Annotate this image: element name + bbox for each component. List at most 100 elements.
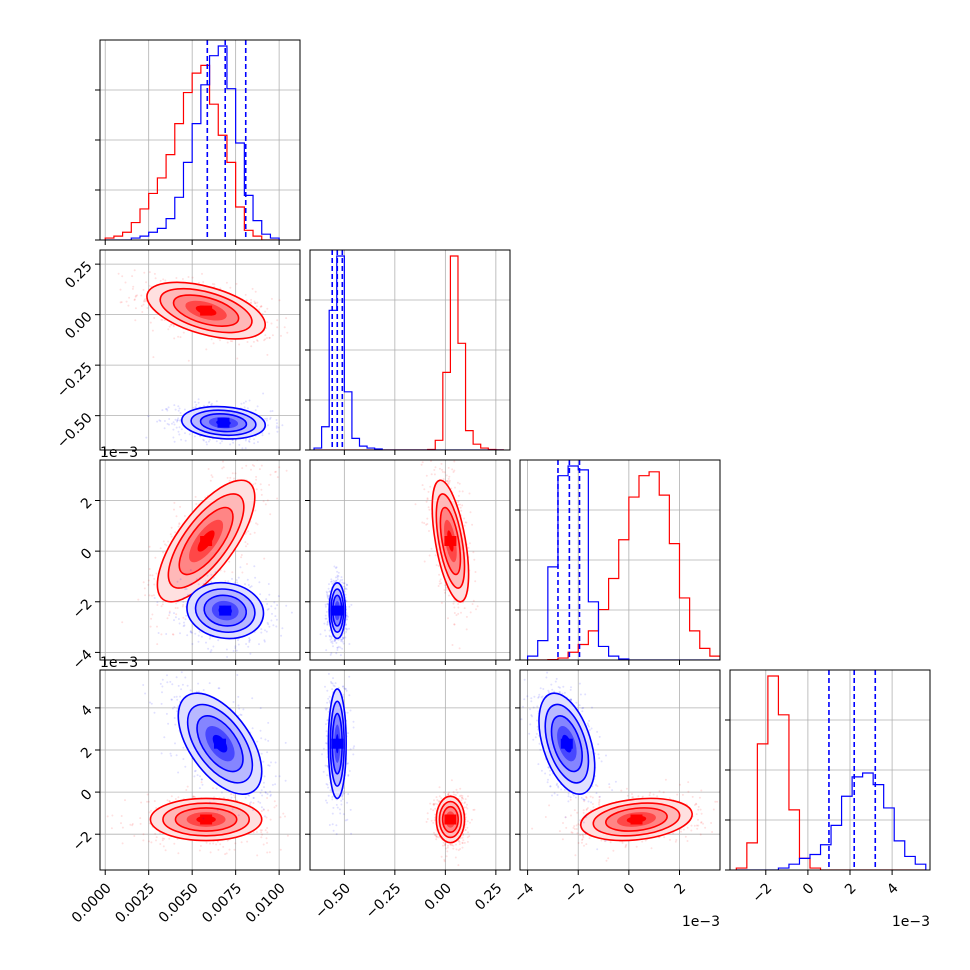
- contour-line: [441, 805, 459, 834]
- scatter-panel-2-1: [305, 459, 511, 665]
- contour-line: [439, 506, 462, 576]
- x-tick-label: 0.0050: [156, 880, 202, 926]
- x-tick-label: 0.25: [472, 880, 505, 913]
- density-peak: [200, 305, 213, 316]
- density-peak: [560, 738, 573, 749]
- contour-line: [435, 493, 466, 589]
- x-tick-label: −2: [749, 880, 775, 906]
- y-tick-label: −4: [70, 647, 96, 673]
- y-tick-label: −2: [70, 596, 96, 622]
- histogram-panel-2: [515, 459, 721, 665]
- contour-line: [330, 588, 345, 634]
- histogram-panel-0: [95, 39, 301, 245]
- contour-line: [329, 700, 345, 787]
- contour-line: [203, 594, 248, 627]
- panel-frame: [99, 249, 301, 451]
- contour-line: [159, 287, 253, 334]
- scatter-panel-3-2: −4 −2 0 2 1e−3: [511, 669, 721, 930]
- contour-line: [162, 802, 251, 837]
- x-tick-label: −0.50: [312, 880, 354, 922]
- histogram-series-1: [313, 255, 504, 450]
- contour-line: [186, 581, 265, 640]
- x-tick-label: 4: [884, 880, 902, 898]
- contour-line: [431, 479, 470, 603]
- scatter-panel-2-0: −4 −2 0 2 1e−3: [70, 445, 301, 673]
- panel-frame: [309, 459, 511, 661]
- y-tick-label: 0.00: [62, 309, 95, 342]
- y-tick-label: 0: [78, 786, 96, 804]
- contour-line: [199, 413, 248, 433]
- density-peak: [217, 417, 230, 428]
- y-offset-label: 1e−3: [100, 445, 138, 461]
- y-tick-label: −0.50: [54, 410, 96, 452]
- panel-frame: [309, 669, 511, 871]
- x-offset-label: 1e−3: [682, 914, 720, 930]
- panel-frame: [99, 459, 301, 661]
- x-tick-label: 2: [842, 880, 860, 898]
- contour-line: [172, 294, 240, 327]
- y-tick-label: 4: [78, 702, 96, 720]
- histogram-series-1: [736, 772, 927, 870]
- panel-frame: [519, 669, 721, 871]
- density-peak: [200, 536, 213, 546]
- scatter-panel-3-1: −0.50 −0.25 0.00 0.25: [305, 669, 511, 922]
- contour-line: [328, 581, 347, 640]
- contour-line: [538, 692, 596, 796]
- contour-line: [327, 688, 347, 800]
- density-peak: [219, 605, 232, 616]
- contour-line: [178, 506, 234, 576]
- x-tick-label: 0.00: [422, 880, 455, 913]
- contour-line: [174, 807, 238, 832]
- density-peak: [630, 814, 643, 825]
- density-peak: [200, 814, 213, 825]
- histogram-series-1: [526, 465, 720, 660]
- y-tick-label: 0.25: [62, 258, 95, 291]
- contour-line: [180, 405, 267, 440]
- y-tick-label: 0: [78, 545, 96, 563]
- y-tick-label: 2: [78, 744, 96, 762]
- contour-line: [194, 588, 256, 634]
- histogram-panel-3: −2 0 2 4 1e−3: [725, 669, 931, 930]
- x-tick-label: −2: [562, 880, 588, 906]
- density-peak: [331, 738, 344, 749]
- histogram-panel-1: [305, 249, 511, 455]
- contour-line: [177, 692, 263, 796]
- contour-line: [167, 493, 245, 589]
- contour-line: [156, 479, 256, 603]
- histogram-series-0: [314, 255, 505, 450]
- y-tick-label: −0.25: [54, 359, 96, 401]
- contour-line: [196, 715, 244, 773]
- x-tick-label: 0.0075: [199, 880, 245, 926]
- x-tick-label: 0.0100: [243, 880, 289, 926]
- contour-line: [550, 715, 583, 773]
- contour-line: [438, 800, 463, 839]
- density-peak: [444, 536, 457, 546]
- x-tick-label: −0.25: [363, 880, 405, 922]
- x-tick-label: 0.0000: [69, 880, 115, 926]
- x-tick-label: −4: [511, 880, 537, 906]
- contour-line: [146, 281, 267, 340]
- density-peak: [214, 738, 226, 749]
- contour-line: [190, 409, 257, 437]
- contour-line: [186, 703, 254, 784]
- density-peak: [444, 814, 457, 825]
- contour-line: [435, 795, 466, 844]
- panel-frame: [99, 669, 301, 871]
- scatter-panel-1-0: −0.50 −0.25 0.00 0.25: [54, 249, 301, 455]
- x-offset-label: 1e−3: [892, 914, 930, 930]
- density-peak: [331, 605, 344, 616]
- histogram-series-1: [105, 45, 280, 240]
- histogram-series-0: [527, 471, 720, 660]
- y-offset-label: 1e−3: [100, 655, 138, 671]
- y-tick-label: 2: [78, 495, 96, 513]
- x-tick-label: 0.0025: [112, 880, 158, 926]
- contour-line: [579, 797, 693, 842]
- y-tick-label: −2: [70, 829, 96, 855]
- contour-line: [149, 797, 263, 842]
- x-tick-label: 2: [671, 880, 689, 898]
- x-tick-label: 0: [621, 880, 639, 898]
- contour-line: [605, 807, 668, 832]
- contour-line: [544, 703, 590, 784]
- contour-line: [592, 802, 681, 837]
